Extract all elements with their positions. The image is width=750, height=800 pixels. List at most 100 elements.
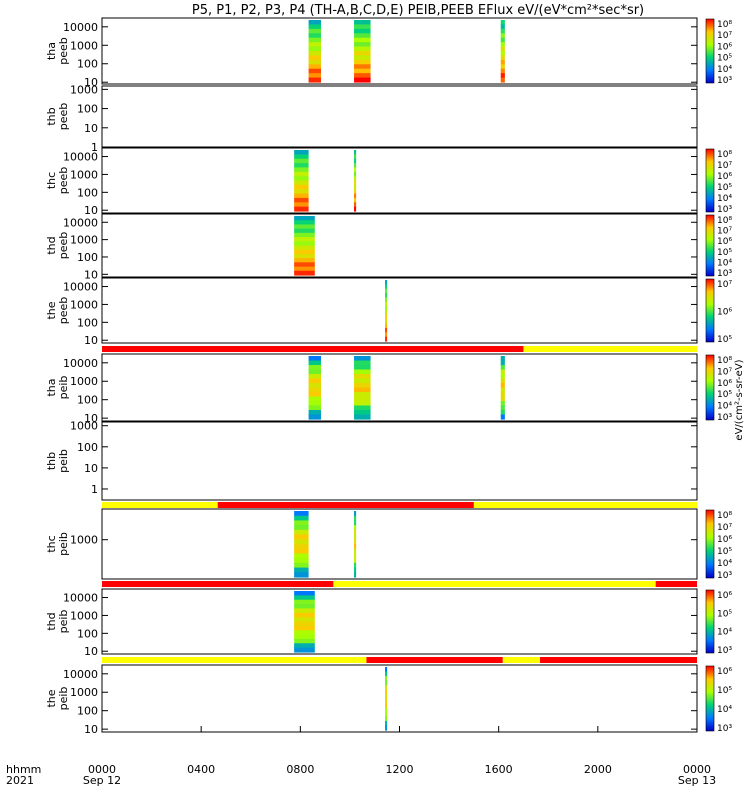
mode-bar-segment [102,346,524,352]
y-tick-label: 100 [77,58,98,71]
spectrogram-cell [354,37,371,43]
spectrogram-cell [500,77,505,83]
spectrogram-cell [294,604,315,610]
time-axis-end-date: Sep 13 [678,774,716,787]
panel-frame [101,85,698,148]
spectrogram-cell [354,206,357,212]
spectrogram-cell [354,410,371,416]
spectrogram-cell [308,383,321,389]
spectrogram-cell [294,539,309,545]
spectrogram-cell [385,694,388,700]
spectrogram-cell [294,150,309,155]
y-tick-label: 10000 [63,592,98,605]
spectrogram-block [294,150,309,212]
y-tick-label: 10 [84,334,98,347]
mode-bar-segment [102,502,218,508]
spectrogram-cell [500,405,505,411]
spectrogram-cell [354,59,371,65]
spectrogram-cell [294,197,309,203]
panel-frame [101,508,698,580]
spectrogram-cell [354,539,357,545]
panel-ylabel: thbpeeb [45,103,70,131]
panel-frame [101,147,698,214]
spectrogram-block [308,356,321,420]
spectrogram-cell [294,515,309,522]
spectrogram-cell [385,721,388,727]
spectrogram-cell [500,387,505,393]
spectrogram-cell [294,612,315,618]
spectrogram-cell [354,51,371,57]
panel-ylabel-line: tha [45,42,58,60]
colorbar-gradient [705,18,715,84]
spectrogram-cell [294,245,315,251]
spectrogram-cell [294,558,309,564]
panel-ylabel: thepeeb [45,297,70,325]
colorbar-tick-label: 10⁴ [717,559,732,569]
spectrogram-cell [294,562,309,569]
spectrogram-cell [354,197,357,203]
spectrogram-cell [354,167,357,173]
spectrogram-cell [500,414,505,420]
colorbar-tick-label: 10⁵ [717,609,732,619]
panel-the-peeb: 10000 1000 100 10 thepeeb 10⁷ 10⁶ 10⁵ [45,277,732,347]
spectrogram-cell [354,68,371,74]
panel-ylabel-line: thc [45,535,58,552]
y-tick-label: 100 [77,316,98,329]
spectrogram-cell [294,647,315,653]
colorbar-tick-label: 10⁶ [717,591,732,601]
mode-bar-segment [523,346,697,352]
y-tick-label: 100 [77,705,98,718]
spectrogram-cell [294,520,309,526]
spectrogram-cell [385,306,388,312]
panel-ylabel: thdpeib [45,610,70,634]
colorbar-tick-label: 10⁶ [717,308,732,318]
spectrogram-cell [354,158,357,164]
panel-ylabel: thapeeb [45,37,70,65]
spectrogram-cell [500,369,505,375]
spectrogram-cell [385,689,388,695]
colorbar-tick-label: 10³ [717,724,732,734]
panel-ylabel-line: peib [57,532,70,556]
y-tick-label: 1000 [70,83,98,96]
spectrogram-cell [354,572,357,578]
mode-bar-segment [539,657,697,663]
colorbar-tick-label: 10⁵ [717,390,732,400]
spectrogram-cell [294,638,315,644]
spectrogram-cell [294,262,315,268]
panel-frame [101,664,698,733]
spectrogram-cell [308,392,321,398]
spectrogram-cell [500,383,505,389]
spectrogram-block [500,356,505,420]
spectrogram-cell [354,64,371,70]
spectrogram-cell [308,360,321,366]
y-tick-label: 1000 [70,534,98,547]
spectrogram-cell [354,193,357,199]
mode-bar-segment [102,581,334,587]
colorbar-tick-label: 10⁶ [717,42,732,52]
mode-bar-segment [333,581,656,587]
spectrogram-cell [500,365,505,371]
spectrogram-cell [354,520,357,526]
panel-ylabel-line: thb [45,452,58,470]
y-tick-label: 1 [91,141,98,154]
spectrogram-cell [294,249,315,255]
panel-ylabel: thapeib [45,376,70,400]
x-tick-label: 0400 [187,763,215,776]
spectrogram-cell [500,392,505,398]
spectrogram-cell [308,414,321,420]
spectrogram-cell [354,360,371,366]
spectrogram-cell [385,712,388,718]
spectrogram-cell [294,544,309,550]
spectrogram-cell [354,567,357,573]
spectrogram-block [308,20,321,83]
spectrogram-cell [308,365,321,371]
colorbar: 10⁶ 10⁵ 10⁴ 10³ [705,589,732,656]
colorbar-tick-label: 10⁷ [717,161,732,171]
colorbar-gradient [705,354,715,421]
figure-title: P5, P1, P2, P3, P4 (TH-A,B,C,D,E) PEIB,P… [192,3,644,18]
spectrogram-cell [500,51,505,57]
spectrogram-cell [500,360,505,366]
